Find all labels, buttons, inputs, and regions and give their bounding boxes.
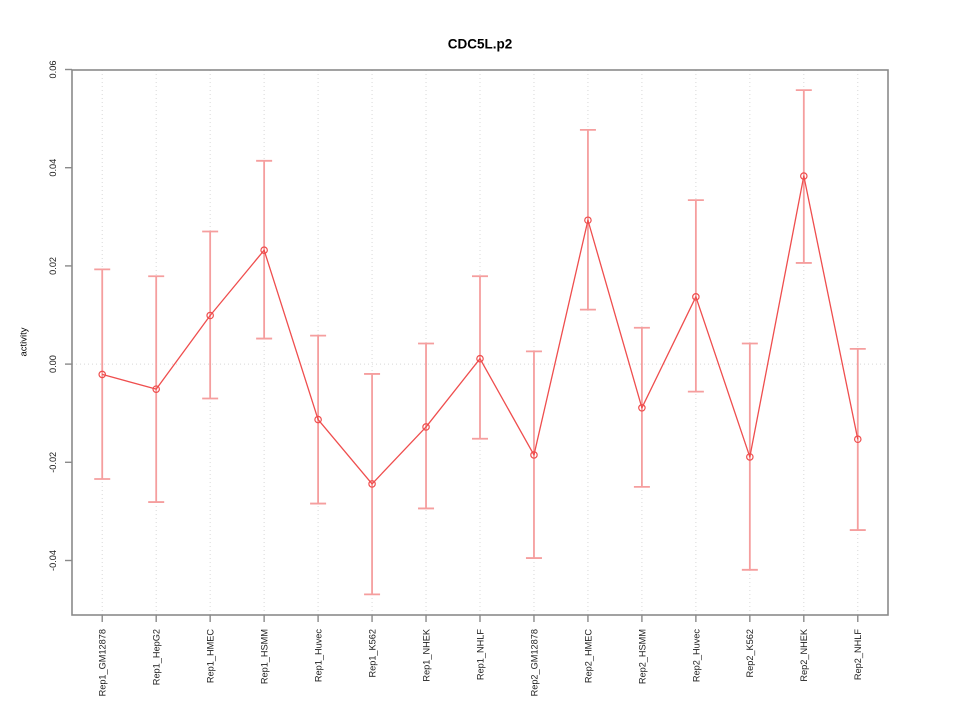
x-tick-label: Rep1_NHLF bbox=[475, 629, 485, 680]
x-tick-label: Rep1_HSMM bbox=[260, 629, 270, 684]
y-tick-label: 0.06 bbox=[48, 61, 58, 79]
x-tick-label: Rep2_NHLF bbox=[853, 629, 863, 680]
y-tick-label: -0.02 bbox=[48, 452, 58, 473]
y-tick-label: 0.00 bbox=[48, 355, 58, 373]
data-point bbox=[152, 385, 160, 393]
x-tick-label: Rep2_HMEC bbox=[583, 629, 593, 683]
data-point bbox=[422, 423, 430, 431]
x-tick-label: Rep1_HMEC bbox=[206, 629, 216, 683]
data-point bbox=[853, 435, 862, 444]
chart-title: CDC5L.p2 bbox=[447, 36, 513, 52]
y-tick-label: -0.04 bbox=[48, 550, 58, 571]
data-point bbox=[692, 293, 700, 301]
data-point bbox=[206, 311, 214, 320]
x-tick-label: Rep1_GM12878 bbox=[98, 629, 108, 696]
data-point bbox=[260, 246, 268, 254]
x-tick-label: Rep2_K562 bbox=[745, 629, 755, 678]
data-point bbox=[800, 172, 808, 180]
data-line bbox=[102, 175, 859, 485]
x-tick-label: Rep1_NHEK bbox=[421, 628, 431, 681]
y-axis-title: activity bbox=[18, 327, 30, 357]
x-tick-label: Rep1_K562 bbox=[367, 629, 377, 678]
data-point bbox=[638, 404, 646, 412]
x-tick-label: Rep1_Huvec bbox=[313, 629, 323, 683]
data-point bbox=[746, 453, 754, 461]
x-tick-label: Rep1_HepG2 bbox=[152, 629, 162, 685]
data-point bbox=[476, 354, 484, 363]
x-tick-label: Rep2_GM12878 bbox=[529, 629, 539, 696]
y-tick-label: 0.02 bbox=[48, 257, 58, 275]
x-tick-label: Rep2_Huvec bbox=[691, 629, 701, 683]
data-point bbox=[530, 451, 538, 459]
x-tick-label: Rep2_NHEK bbox=[799, 628, 809, 681]
data-point bbox=[584, 216, 592, 225]
y-axis: -0.04 -0.02 0.00 0.02 0.04 0.06 bbox=[48, 61, 72, 571]
data-point bbox=[368, 480, 376, 488]
x-tick-label: Rep2_HSMM bbox=[637, 629, 647, 684]
y-tick-label: 0.04 bbox=[48, 159, 58, 177]
data-point bbox=[314, 415, 322, 424]
data-point bbox=[98, 370, 107, 379]
data-points bbox=[98, 172, 862, 488]
x-axis: Rep1_GM12878 Rep1_HepG2 Rep1_HMEC Rep1_HSMM… bbox=[98, 615, 863, 696]
